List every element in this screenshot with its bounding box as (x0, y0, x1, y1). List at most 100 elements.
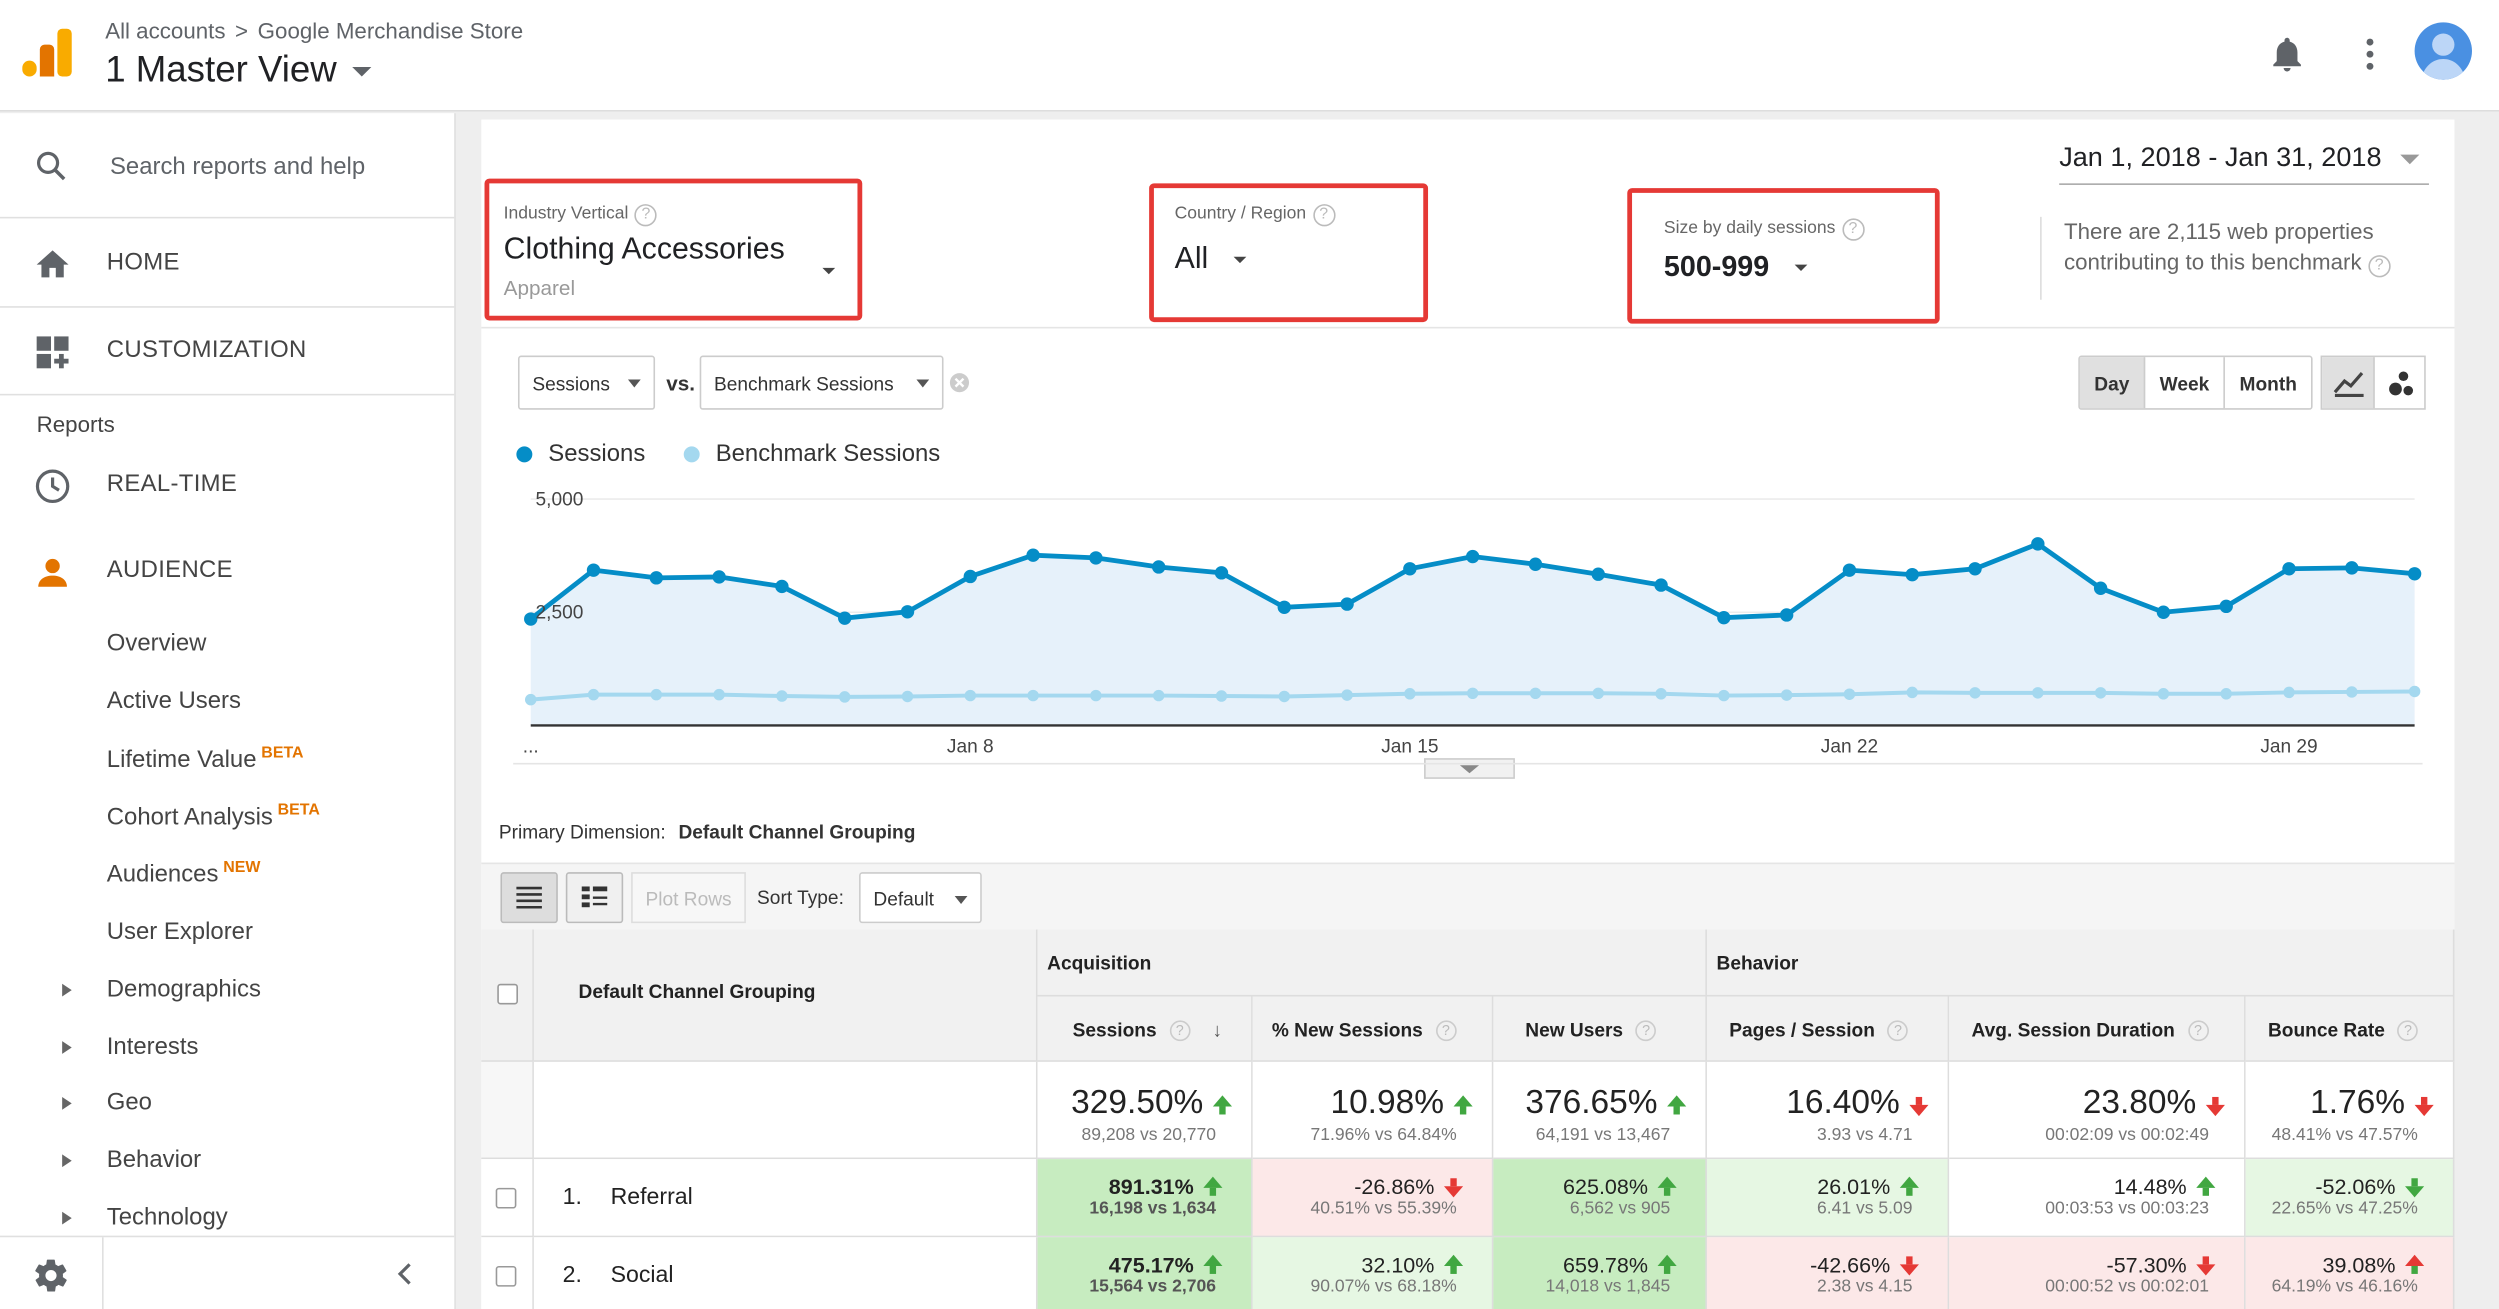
expand-arrow-icon[interactable] (62, 1096, 72, 1110)
benchmark-point[interactable] (2220, 688, 2232, 700)
help-icon[interactable]: ? (1169, 1020, 1191, 1042)
benchmark-point[interactable] (1592, 687, 1605, 700)
sessions-line-chart[interactable]: 5,000 2,500... Jan 8 Jan 15 Jan 22 Jan 29 (481, 470, 2454, 789)
sessions-point[interactable] (2093, 581, 2108, 595)
sessions-point[interactable] (1842, 563, 1857, 577)
sessions-point[interactable] (1026, 548, 1040, 562)
sessions-point[interactable] (2282, 562, 2296, 576)
col-header-new-users[interactable]: New Users? (1493, 996, 1707, 1062)
primary-dimension-value[interactable]: Default Channel Grouping (678, 821, 916, 844)
table-view-button[interactable] (500, 872, 558, 924)
motion-chart-button[interactable] (2375, 357, 2428, 408)
sessions-point[interactable] (1151, 560, 1166, 574)
sidebar-subitem-geo[interactable]: Geo (107, 1089, 152, 1116)
benchmark-point[interactable] (776, 690, 788, 702)
help-icon[interactable]: ? (1635, 1020, 1657, 1042)
sidebar-subitem-technology[interactable]: Technology (107, 1204, 228, 1231)
benchmark-point[interactable] (2346, 686, 2358, 698)
sessions-point[interactable] (2156, 605, 2171, 619)
line-chart-button[interactable] (2322, 357, 2375, 409)
sessions-point[interactable] (712, 570, 726, 584)
compare-metric-select[interactable]: Benchmark Sessions (699, 355, 944, 410)
benchmark-point[interactable] (1027, 689, 1039, 702)
benchmark-point[interactable] (1278, 690, 1291, 703)
breadcrumb-property[interactable]: Google Merchandise Store (257, 17, 524, 44)
sessions-point[interactable] (1277, 600, 1291, 614)
sessions-point[interactable] (2345, 561, 2359, 575)
date-range-selector[interactable]: Jan 1, 2018 - Jan 31, 2018 (2059, 142, 2420, 174)
col-header-new-sessions[interactable]: % New Sessions? (1252, 996, 1494, 1062)
sessions-point[interactable] (838, 611, 852, 625)
admin-button[interactable] (0, 1237, 104, 1309)
select-all-checkbox[interactable] (497, 983, 518, 1005)
benchmark-point[interactable] (2157, 688, 2170, 700)
expand-arrow-icon[interactable] (62, 1211, 72, 1225)
sessions-point[interactable] (1403, 562, 1417, 576)
sidebar-subitem-lifetime-value[interactable]: Lifetime Value BETA (107, 745, 304, 774)
sidebar-subitem-active-users[interactable]: Active Users (107, 687, 241, 714)
sessions-point[interactable] (1465, 549, 1480, 564)
benchmark-point[interactable] (1906, 686, 1918, 699)
benchmark-point[interactable] (2032, 687, 2044, 699)
industry-vertical-filter[interactable]: Industry Vertical? Clothing Accessories … (504, 204, 847, 300)
benchmark-point[interactable] (901, 690, 914, 703)
sessions-point[interactable] (963, 569, 977, 584)
help-icon[interactable]: ? (1312, 204, 1335, 227)
sidebar-subitem-demographics[interactable]: Demographics (107, 976, 261, 1003)
metric-select[interactable]: Sessions (517, 355, 656, 410)
view-selector[interactable]: 1 Master View (105, 48, 372, 91)
benchmark-point[interactable] (1466, 687, 1479, 700)
benchmark-point[interactable] (1341, 689, 1353, 701)
sidebar-subitem-overview[interactable]: Overview (107, 630, 207, 657)
bell-icon[interactable] (2266, 32, 2307, 77)
sort-arrow-icon[interactable]: ↓ (1212, 1018, 1222, 1042)
sessions-point[interactable] (1654, 578, 1668, 592)
row-checkbox[interactable] (495, 1187, 517, 1209)
sidebar-item-realtime[interactable]: REAL-TIME (0, 442, 454, 528)
dimension-header[interactable]: Default Channel Grouping (533, 929, 1038, 1062)
benchmark-point[interactable] (1718, 689, 1730, 702)
help-icon[interactable]: ? (634, 204, 658, 227)
expand-arrow-icon[interactable] (62, 1154, 72, 1168)
pivot-view-button[interactable] (565, 872, 624, 924)
sidebar-subitem-cohort-analysis[interactable]: Cohort Analysis BETA (107, 802, 320, 831)
sessions-point[interactable] (1089, 551, 1103, 565)
benchmark-point[interactable] (838, 691, 851, 703)
sessions-point[interactable] (1528, 557, 1543, 571)
sidebar-subitem-interests[interactable]: Interests (107, 1033, 199, 1060)
sessions-point[interactable] (1214, 566, 1229, 580)
help-icon[interactable]: ? (2187, 1020, 2209, 1042)
row-checkbox[interactable] (495, 1265, 517, 1287)
sessions-point[interactable] (2219, 599, 2233, 614)
sidebar-subitem-behavior[interactable]: Behavior (107, 1146, 201, 1173)
expand-arrow-icon[interactable] (62, 1041, 72, 1054)
breadcrumb-accounts[interactable]: All accounts (105, 17, 226, 44)
benchmark-point[interactable] (1969, 687, 1981, 699)
help-icon[interactable]: ? (1841, 218, 1865, 241)
size-filter[interactable]: Size by daily sessions? 500-999 (1664, 218, 1865, 283)
help-icon[interactable]: ? (2368, 255, 2391, 278)
benchmark-point[interactable] (2283, 686, 2295, 699)
week-button[interactable]: Week (2145, 357, 2226, 409)
sessions-point[interactable] (1591, 567, 1605, 581)
help-icon[interactable]: ? (1435, 1020, 1457, 1042)
remove-compare-icon[interactable] (948, 371, 970, 393)
benchmark-point[interactable] (1215, 690, 1228, 702)
benchmark-point[interactable] (964, 689, 977, 702)
benchmark-point[interactable] (1529, 687, 1542, 700)
sessions-point[interactable] (2031, 537, 2045, 551)
benchmark-point[interactable] (1655, 688, 1667, 700)
sessions-point[interactable] (900, 605, 915, 619)
sessions-point[interactable] (1905, 567, 1919, 582)
col-header-pages-session[interactable]: Pages / Session? (1706, 996, 1950, 1062)
sessions-point[interactable] (1968, 562, 1982, 576)
benchmark-point[interactable] (1780, 689, 1793, 701)
avatar[interactable] (2414, 22, 2472, 80)
sessions-point[interactable] (2407, 567, 2422, 581)
sidebar-item-customization[interactable]: CUSTOMIZATION (0, 308, 454, 394)
sessions-point[interactable] (1340, 597, 1354, 611)
analytics-logo-icon[interactable] (22, 28, 72, 80)
channel-link[interactable]: Referral (610, 1184, 693, 1211)
help-icon[interactable]: ? (2397, 1020, 2419, 1042)
benchmark-point[interactable] (1152, 689, 1165, 702)
